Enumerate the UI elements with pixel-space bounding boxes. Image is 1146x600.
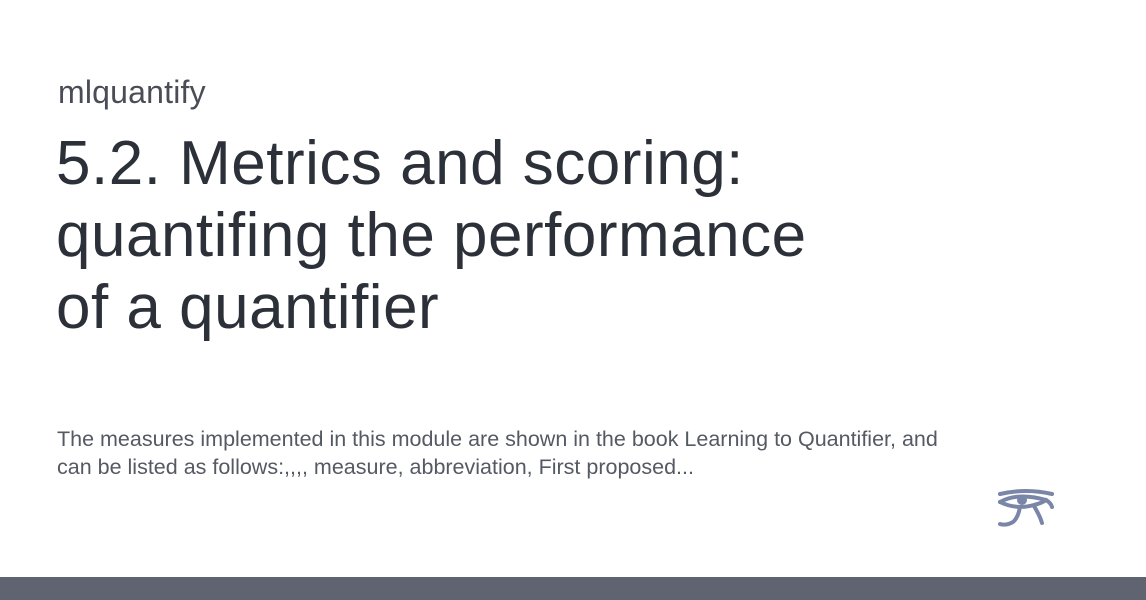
- site-name: mlquantify: [58, 74, 206, 110]
- page-title-line: of a quantifier: [56, 273, 440, 342]
- eye-of-horus-icon: [996, 488, 1056, 532]
- page-description: The measures implemented in this module …: [57, 425, 1047, 481]
- footer-bar: [0, 577, 1146, 600]
- page-title-line: quantifing the performance: [56, 201, 807, 270]
- description-line: can be listed as follows:,,,, measure, a…: [57, 455, 694, 479]
- page-title-line: 5.2. Metrics and scoring:: [56, 129, 744, 198]
- page-title: 5.2. Metrics and scoring: quantifing the…: [56, 128, 916, 344]
- description-line: The measures implemented in this module …: [57, 427, 938, 451]
